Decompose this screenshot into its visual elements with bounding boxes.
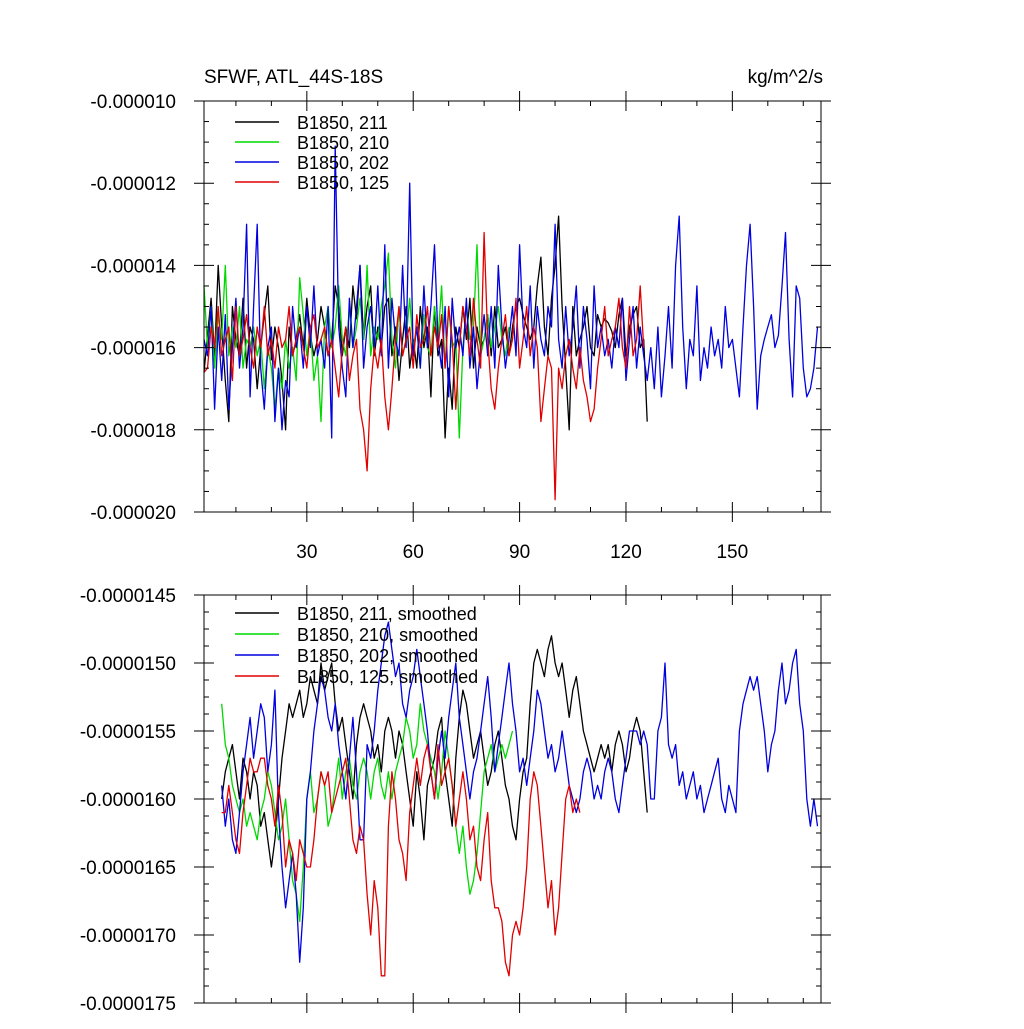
legend-label-2: B1850, 210 [297, 133, 389, 153]
top-panel-axes: 30 60 90 120 150 -0.000010 -0.000012 -0.000014 -… [90, 91, 831, 563]
y-tick-label: -0.0000170 [80, 926, 176, 947]
y-tick-label: -0.000012 [90, 174, 176, 195]
series-line-4 [203, 231, 645, 501]
y-tick-label: -0.000018 [90, 421, 176, 442]
legend-label-2: B1850, 210, smoothed [297, 625, 478, 645]
series-line-2 [221, 703, 514, 923]
y-tick-label: -0.000016 [90, 339, 176, 360]
top-panel-title: SFWF, ATL_44S-18S [204, 67, 383, 88]
legend-label-4: B1850, 125 [297, 173, 389, 193]
y-tick-label: -0.0000160 [80, 790, 176, 811]
y-tick-label: -0.0000175 [80, 994, 176, 1015]
y-tick-label: -0.0000155 [80, 722, 176, 743]
top-panel-series [203, 145, 819, 501]
top-panel: SFWF, ATL_44S-18S kg/m^2/s 30 60 90 120 150 -… [90, 67, 831, 563]
x-tick-label: 90 [509, 542, 530, 563]
series-line-3 [221, 621, 819, 963]
legend-label-3: B1850, 202 [297, 153, 389, 173]
legend-label-1: B1850, 211, smoothed [297, 604, 477, 624]
legend-label-1: B1850, 211 [297, 113, 388, 133]
bottom-panel-series [221, 621, 819, 977]
bottom-panel-axes: -0.0000145 -0.0000150 -0.0000155 -0.0000160… [80, 585, 831, 1015]
top-panel-units: kg/m^2/s [748, 67, 823, 88]
x-tick-label: 60 [403, 542, 424, 563]
x-tick-label: 120 [610, 542, 642, 563]
x-tick-label: 30 [296, 542, 317, 563]
series-line-2 [203, 244, 510, 439]
y-tick-label: -0.000020 [90, 503, 176, 524]
series-line-4 [221, 743, 581, 977]
x-tick-label: 150 [716, 542, 748, 563]
bottom-panel: -0.0000145 -0.0000150 -0.0000155 -0.0000160… [80, 585, 831, 1015]
y-tick-label: -0.0000150 [80, 654, 176, 675]
series-line-3 [203, 145, 819, 439]
y-tick-label: -0.0000165 [80, 858, 176, 879]
y-tick-label: -0.000010 [90, 92, 176, 113]
series-line-1 [221, 635, 648, 868]
y-tick-label: -0.0000145 [80, 586, 176, 607]
legend-label-3: B1850, 202, smoothed [297, 646, 478, 666]
legend-label-4: B1850, 125, smoothed [297, 667, 478, 687]
y-tick-label: -0.000014 [90, 256, 176, 277]
